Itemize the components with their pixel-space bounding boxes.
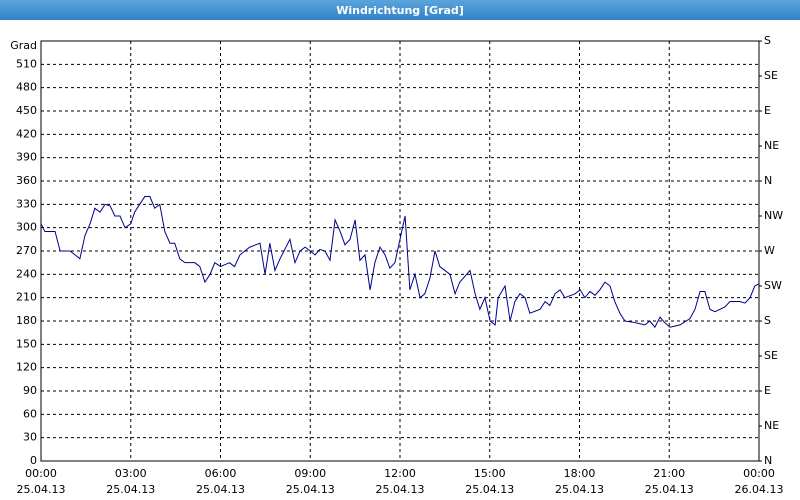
y2-tick-label: SW — [764, 279, 782, 292]
x-tick-date: 25.04.13 — [465, 483, 514, 496]
x-tick-label: 21:00 — [653, 467, 685, 480]
y-tick-label: 60 — [23, 407, 37, 420]
y2-tick-label: N — [764, 174, 772, 187]
y2-tick-label: NE — [764, 139, 779, 152]
y2-tick-label: N — [764, 454, 772, 467]
y2-tick-label: S — [764, 34, 771, 47]
x-tick-label: 03:00 — [115, 467, 147, 480]
x-tick-label: 12:00 — [384, 467, 416, 480]
y-tick-label: 0 — [30, 454, 37, 467]
y2-tick-label: SE — [764, 349, 778, 362]
y-tick-label: 420 — [16, 127, 37, 140]
y-tick-label: 480 — [16, 81, 37, 94]
y2-tick-label: W — [764, 244, 775, 257]
x-tick-date: 25.04.13 — [286, 483, 335, 496]
data-line — [40, 196, 760, 329]
x-tick-date: 25.04.13 — [196, 483, 245, 496]
y2-tick-label: SE — [764, 69, 778, 82]
x-tick-date: 25.04.13 — [17, 483, 66, 496]
y-tick-label: 510 — [16, 57, 37, 70]
y-tick-label: 330 — [16, 197, 37, 210]
y-tick-label: 240 — [16, 267, 37, 280]
y2-tick-label: NW — [764, 209, 783, 222]
x-tick-date: 25.04.13 — [645, 483, 694, 496]
y-tick-label: 360 — [16, 174, 37, 187]
y2-tick-label: NE — [764, 419, 779, 432]
title-bar — [0, 0, 800, 20]
x-tick-date: 25.04.13 — [106, 483, 155, 496]
y-tick-label: 90 — [23, 384, 37, 397]
y-tick-label: 30 — [23, 431, 37, 444]
chart-title: Windrichtung [Grad] — [336, 4, 464, 17]
x-tick-date: 25.04.13 — [376, 483, 425, 496]
y-tick-label: 270 — [16, 244, 37, 257]
x-tick-date: 25.04.13 — [555, 483, 604, 496]
x-tick-label: 15:00 — [474, 467, 506, 480]
y-tick-label: 450 — [16, 104, 37, 117]
y-axis-label: Grad — [10, 39, 37, 52]
y-tick-label: 300 — [16, 221, 37, 234]
y-tick-label: 390 — [16, 151, 37, 164]
x-tick-label: 18:00 — [564, 467, 596, 480]
x-tick-date: 26.04.13 — [735, 483, 784, 496]
x-tick-label: 06:00 — [205, 467, 237, 480]
y2-tick-label: E — [764, 384, 771, 397]
y-tick-label: 120 — [16, 361, 37, 374]
x-tick-label: 09:00 — [294, 467, 326, 480]
y-tick-label: 150 — [16, 337, 37, 350]
y2-tick-label: S — [764, 314, 771, 327]
y2-tick-label: E — [764, 104, 771, 117]
y-tick-label: 210 — [16, 291, 37, 304]
x-tick-label: 00:00 — [25, 467, 57, 480]
x-tick-label: 00:00 — [743, 467, 775, 480]
y-tick-label: 180 — [16, 314, 37, 327]
